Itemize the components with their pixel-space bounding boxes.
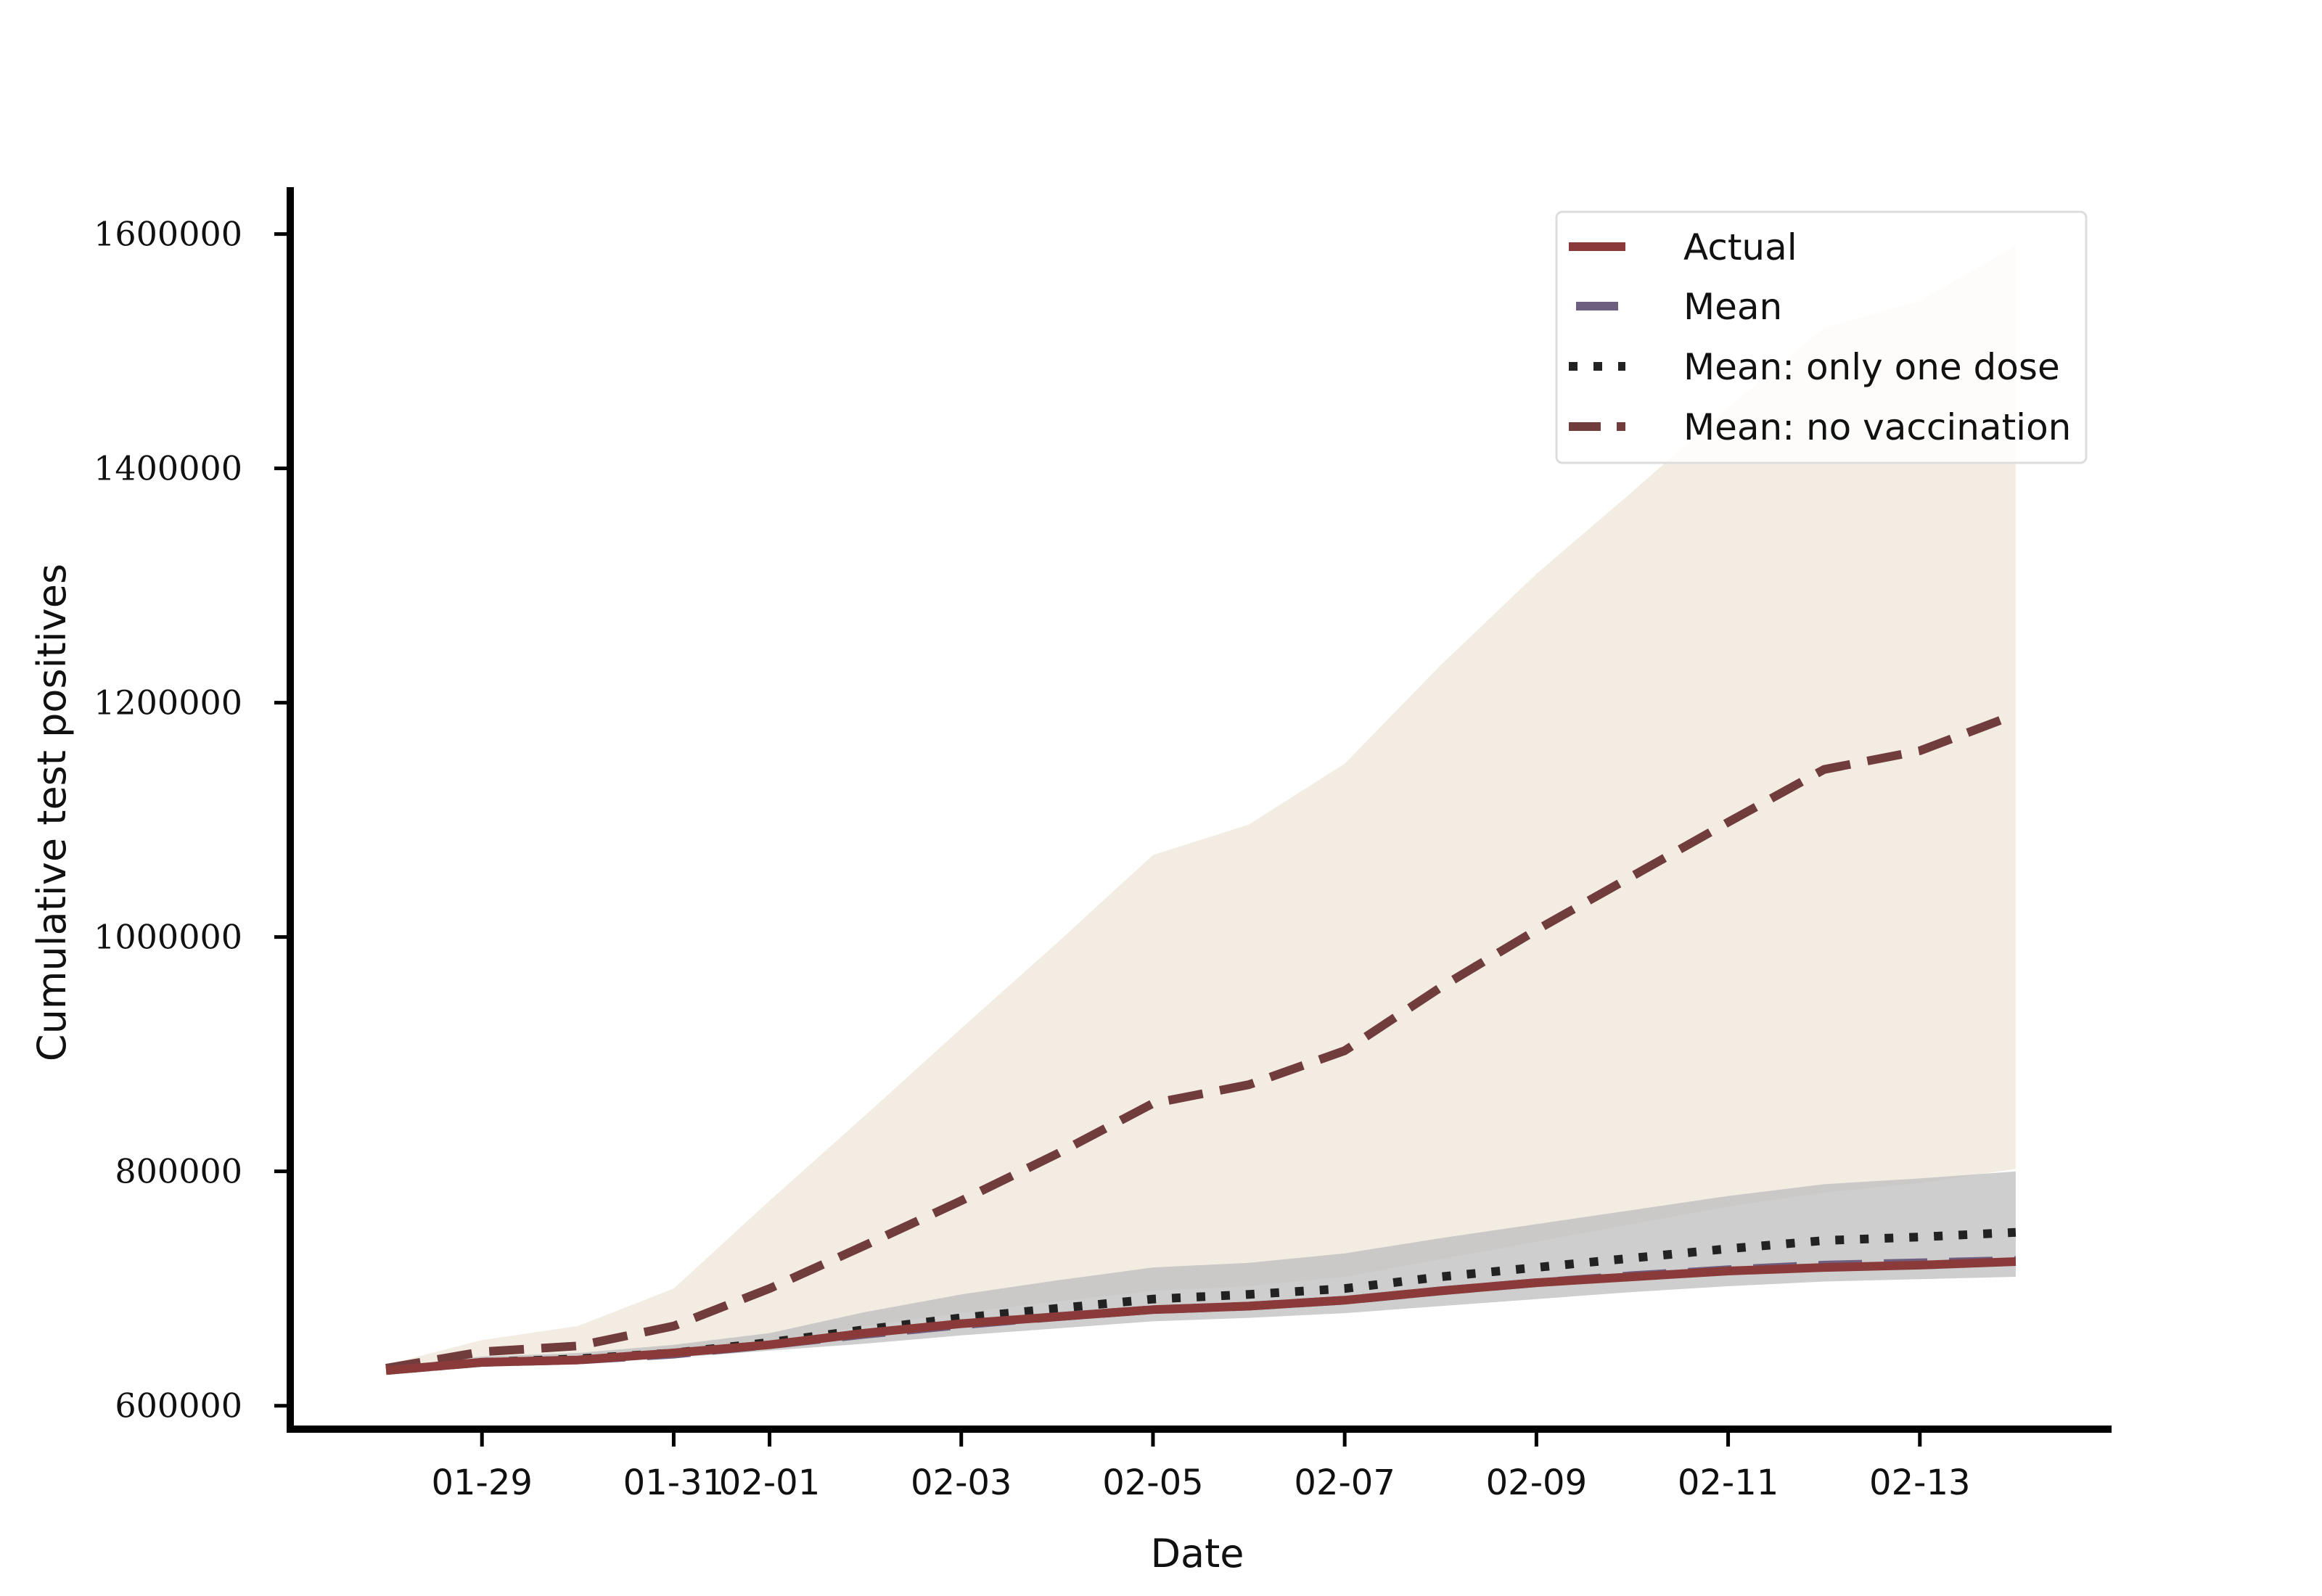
y-tick-label: 1600000	[94, 215, 242, 254]
x-tick-label: 02-13	[1869, 1463, 1970, 1503]
x-tick-label: 01-29	[431, 1463, 532, 1503]
series-line-actual	[385, 1257, 2017, 1375]
confidence-bands	[386, 245, 2016, 1375]
y-tick-label: 600000	[115, 1386, 242, 1426]
legend-label: Mean: only one dose	[1683, 346, 2060, 388]
band-mean-no-vaccination	[386, 245, 2016, 1373]
legend: Actual Mean Mean: only one dose Mean: no va…	[1555, 210, 2088, 464]
band-mean	[386, 1171, 2016, 1375]
x-tick-label: 01-31	[623, 1463, 724, 1503]
y-tick-label: 1200000	[94, 683, 242, 723]
y-ticks: 600000 800000 1000000 1200000 1400000 1600000	[94, 215, 290, 1426]
y-tick-label: 1400000	[94, 449, 242, 488]
y-tick-label: 1000000	[94, 918, 242, 957]
series-line-mean-no-vaccination	[385, 710, 2018, 1373]
x-tick-label: 02-11	[1678, 1463, 1779, 1503]
x-tick-label: 02-01	[719, 1463, 820, 1503]
x-tick-label: 02-05	[1102, 1463, 1203, 1503]
legend-label: Mean	[1683, 286, 1782, 328]
legend-label: Mean: no vaccination	[1683, 406, 2071, 448]
x-tick-label: 02-03	[911, 1463, 1012, 1503]
series-lines	[385, 710, 2018, 1375]
y-tick-label: 800000	[115, 1152, 242, 1191]
x-axis-title: Date	[1150, 1531, 1244, 1576]
y-axis-title: Cumulative test positives	[29, 564, 75, 1061]
axes	[287, 187, 2112, 1433]
legend-box	[1555, 210, 2088, 464]
x-tick-label: 02-07	[1294, 1463, 1395, 1503]
legend-label: Actual	[1683, 226, 1797, 268]
x-tick-label: 02-09	[1486, 1463, 1587, 1503]
